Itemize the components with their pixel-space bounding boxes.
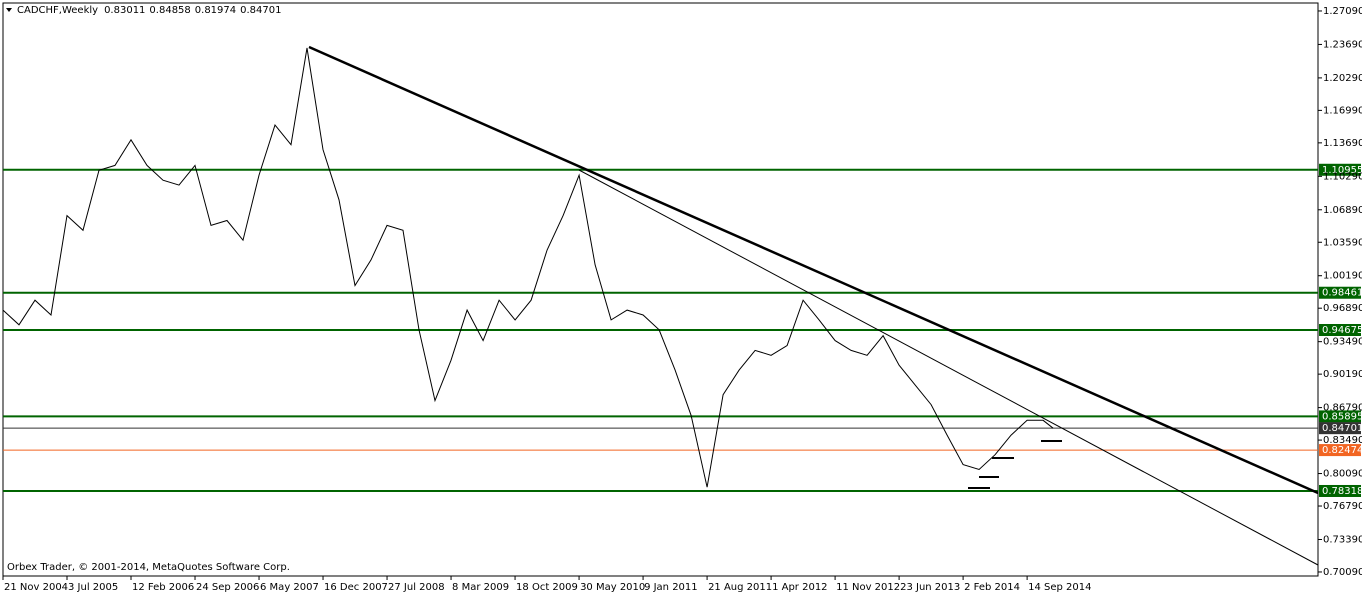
x-tick-label: 30 May 2010: [580, 582, 645, 593]
price-label-box: [1319, 323, 1361, 336]
x-tick-label: 24 Sep 2006: [196, 582, 259, 593]
y-tick-label: 1.06890: [1323, 205, 1362, 216]
y-tick-label: 0.96890: [1323, 303, 1362, 314]
y-tick-label: 1.03590: [1323, 237, 1362, 248]
footer: Orbex Trader, © 2001-2014, MetaQuotes So…: [7, 562, 290, 573]
price-label: 1.10955: [1322, 165, 1362, 176]
y-tick-label: 0.73390: [1323, 534, 1362, 545]
close: 0.84701: [240, 5, 281, 16]
x-tick-label: 21 Nov 2004: [4, 582, 68, 593]
y-tick-label: 1.00190: [1323, 271, 1362, 282]
support-markers: [968, 440, 1062, 489]
price-label-box: [1319, 163, 1361, 176]
x-tick-label: 14 Sep 2014: [1028, 582, 1091, 593]
y-tick-label: 0.76790: [1323, 501, 1362, 512]
y-tick-label: 0.80090: [1323, 469, 1362, 480]
y-tick-label: 0.93490: [1323, 337, 1362, 348]
price-label-box: [1319, 422, 1361, 435]
y-tick-label: 0.86790: [1323, 403, 1362, 414]
menu-arrow: [6, 8, 12, 12]
y-tick-label: 0.83490: [1323, 435, 1362, 446]
plot-frame: [2, 2, 1319, 577]
x-tick-label: 16 Dec 2007: [324, 582, 388, 593]
trend-line: [578, 169, 1319, 566]
y-tick-label: 1.10290: [1323, 171, 1362, 182]
x-tick-label: 27 Jul 2008: [388, 582, 445, 593]
x-tick-label: 12 Feb 2006: [132, 582, 194, 593]
x-tick-label: 1 Apr 2012: [772, 582, 827, 593]
y-tick-label: 1.13690: [1323, 138, 1362, 149]
y-tick-label: 1.23690: [1323, 39, 1362, 50]
price-label: 0.98461: [1322, 288, 1362, 299]
low: 0.81974: [195, 5, 236, 16]
x-tick-label: 9 Jan 2011: [644, 582, 698, 593]
y-tick-label: 1.16990: [1323, 105, 1362, 116]
price-label: 0.82474: [1322, 445, 1362, 456]
x-tick-label: 21 Aug 2011: [708, 582, 772, 593]
x-tick-label: 8 Mar 2009: [452, 582, 509, 593]
price-label: 0.84701: [1322, 423, 1362, 434]
price-label-box: [1319, 484, 1361, 497]
y-tick-label: 1.20290: [1323, 73, 1362, 84]
x-tick-label: 18 Oct 2009: [516, 582, 578, 593]
x-tick-label: 6 May 2007: [260, 582, 319, 593]
symbol-title: CADCHF,Weekly: [17, 5, 98, 16]
y-tick-label: 1.27090: [1323, 6, 1362, 17]
header: CADCHF,Weekly 0.83011 0.84858 0.81974 0.8470…: [17, 5, 282, 16]
price-label: 0.94675: [1322, 325, 1362, 336]
price-label-box: [1319, 410, 1361, 423]
price-label: 0.85895: [1322, 411, 1362, 422]
y-tick-label: 0.90190: [1323, 369, 1362, 380]
trend-line: [308, 45, 1319, 495]
x-tick-label: 2 Feb 2014: [964, 582, 1020, 593]
x-tick-label: 11 Nov 2012: [836, 582, 900, 593]
x-tick-label: 3 Jul 2005: [68, 582, 118, 593]
price-label: 0.78318: [1322, 486, 1362, 497]
price-label-box: [1319, 444, 1361, 457]
high: 0.84858: [149, 5, 190, 16]
price-label-box: [1319, 286, 1361, 299]
x-tick-label: 23 Jun 2013: [900, 582, 960, 593]
price-line: [2, 47, 1054, 488]
open: 0.83011: [104, 5, 145, 16]
y-tick-label: 0.70090: [1323, 567, 1362, 578]
